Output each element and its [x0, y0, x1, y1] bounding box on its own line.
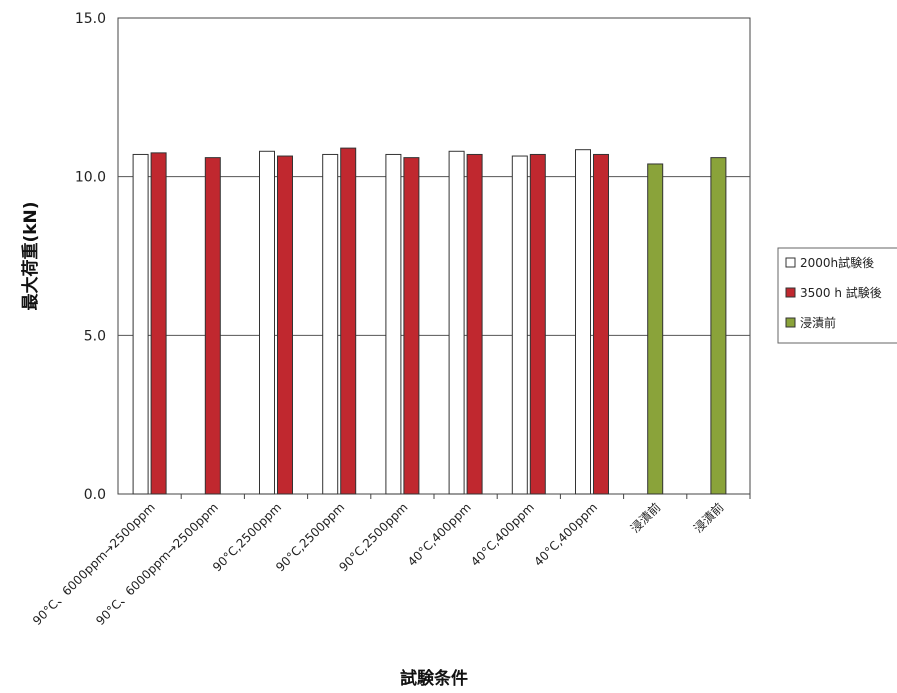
legend-box	[777, 247, 897, 344]
y-tick-label: 10.0	[75, 170, 106, 186]
bar-series-0-cat-7	[575, 149, 591, 495]
bar-series-1-cat-1	[204, 157, 221, 495]
bar-series-1-cat-7	[593, 153, 609, 495]
bar-series-0-cat-2	[259, 150, 275, 495]
y-tick-label: 5.0	[84, 328, 106, 344]
legend-label: 3500 h 試験後	[800, 285, 882, 300]
legend-swatch	[785, 257, 796, 268]
bar-series-2-cat-9	[710, 157, 727, 495]
x-tick-label: 90°C、6000ppm→2500ppm	[93, 500, 221, 628]
bar-series-1-cat-4	[403, 157, 420, 495]
x-tick-label: 40°C,400ppm	[468, 500, 537, 569]
y-tick-label: 15.0	[75, 11, 106, 27]
x-tick-label: 浸漬前	[690, 500, 726, 536]
x-tick-label: 90°C、6000ppm→2500ppm	[30, 500, 158, 628]
gridlines	[118, 176, 750, 336]
bar-series-1-cat-2	[277, 155, 293, 495]
bar-series-0-cat-6	[511, 155, 528, 495]
bars	[132, 147, 751, 499]
legend-label: 2000h試験後	[800, 255, 874, 270]
x-axis-category-labels: 90°C、6000ppm→2500ppm90°C、6000ppm→2500ppm…	[30, 500, 727, 628]
x-tick-label: 浸漬前	[627, 500, 663, 536]
bar-series-0-cat-3	[322, 153, 339, 495]
x-axis-title: 試験条件	[400, 668, 468, 689]
legend-swatch	[785, 287, 796, 298]
x-tick-label: 90°C,2500ppm	[336, 500, 410, 574]
x-tick-label: 40°C,400ppm	[405, 500, 474, 569]
bar-series-0-cat-5	[448, 150, 465, 495]
bar-series-1-cat-3	[340, 147, 357, 495]
y-axis-title: 最大荷重(kN)	[20, 201, 41, 310]
bar-series-1-cat-0	[150, 152, 167, 495]
legend-swatch	[785, 317, 796, 328]
bar-series-1-cat-5	[466, 153, 483, 495]
legend-label: 浸漬前	[800, 315, 836, 330]
y-axis-ticks: 0.0 5.0 10.0 15.0	[75, 11, 106, 503]
bar-series-2-cat-8	[647, 163, 664, 495]
x-tick-label: 40°C,400ppm	[531, 500, 600, 569]
bar-series-0-cat-0	[132, 153, 149, 495]
bar-series-0-cat-4	[385, 153, 402, 495]
y-tick-label: 0.0	[84, 487, 106, 503]
bar-series-1-cat-6	[529, 153, 546, 495]
plot-area	[117, 17, 751, 495]
